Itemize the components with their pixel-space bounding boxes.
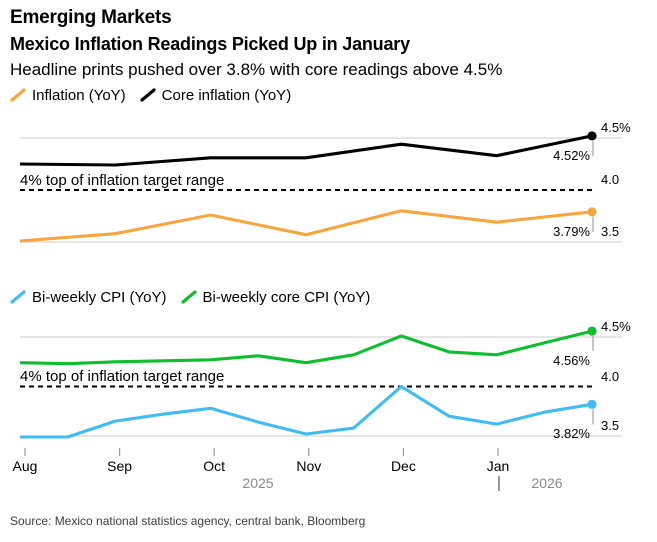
x-axis-month-label: Dec (390, 458, 416, 474)
y-axis-tick-label: 4.5% (601, 319, 631, 334)
legend-item-biweekly-cpi: Bi-weekly CPI (YoY) (10, 289, 167, 306)
chart-subtitle: Headline prints pushed over 3.8% with co… (10, 60, 503, 79)
biweekly-cpi-series-slash-icon (10, 290, 26, 304)
legend-item-inflation: Inflation (YoY) (10, 87, 126, 104)
legend-label: Core inflation (YoY) (161, 86, 292, 104)
x-axis-month-label: Oct (203, 458, 226, 474)
y-axis-tick-label: 4.5% (601, 120, 631, 135)
biweekly-core-cpi-series-slash-icon (180, 290, 197, 304)
inflation-target-annotation: 4% top of inflation target range (20, 368, 225, 385)
y-axis-tick-label: 4.0 (601, 368, 620, 384)
x-axis-month-label: Sep (107, 458, 133, 474)
legend-top-chart: Inflation (YoY) Core inflation (YoY) (10, 86, 291, 104)
legend-label: Bi-weekly CPI (YoY) (32, 288, 167, 306)
y-axis-tick-label: 4.0 (601, 172, 620, 187)
inflation-series-slash-icon (10, 88, 26, 102)
legend-item-core-inflation: Core inflation (YoY) (140, 86, 292, 104)
section-eyebrow: Emerging Markets (10, 7, 172, 28)
core-inflation-series-slash-icon (140, 88, 156, 102)
series-latest-value-label: 4.56% (553, 353, 590, 369)
legend-item-biweekly-core-cpi: Bi-weekly core CPI (YoY) (180, 288, 371, 306)
y-axis-tick-label: 3.5 (601, 224, 620, 239)
x-axis-year-label: 2025 (242, 475, 274, 491)
source-note: Source: Mexico national statistics agenc… (10, 514, 366, 528)
x-axis-month-label: Jan (486, 458, 510, 474)
inflation-target-annotation: 4% top of inflation target range (20, 172, 225, 189)
y-axis-tick-label: 3.5 (601, 418, 620, 433)
x-axis-year-label: 2026 (531, 475, 563, 491)
year-divider-bar (498, 476, 500, 491)
legend-label: Inflation (YoY) (32, 86, 126, 104)
page-title: Mexico Inflation Readings Picked Up in J… (10, 34, 410, 54)
series-latest-value-label: 3.82% (553, 426, 590, 442)
x-axis-month-label: Aug (12, 458, 38, 474)
legend-label: Bi-weekly core CPI (YoY) (202, 288, 371, 306)
series-latest-value-label: 4.52% (553, 147, 590, 163)
legend-bottom-chart: Bi-weekly CPI (YoY) Bi-weekly core CPI (… (10, 288, 370, 306)
series-latest-value-label: 3.79% (553, 223, 590, 239)
x-axis-month-label: Nov (296, 458, 322, 474)
